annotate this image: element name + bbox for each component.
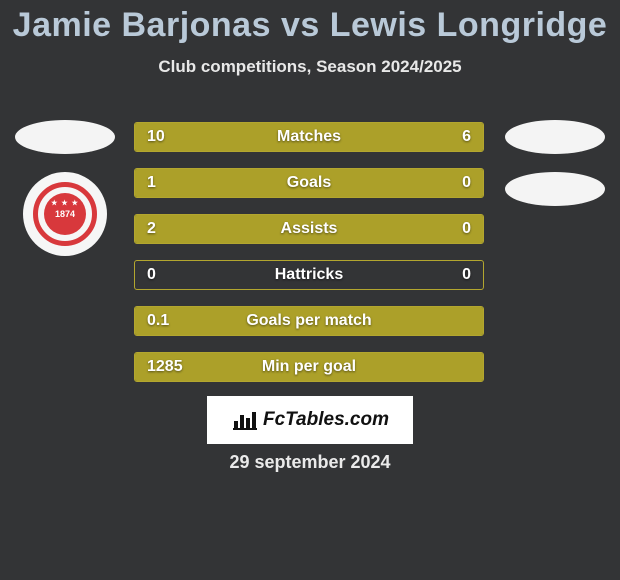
player-photo-placeholder-left xyxy=(15,120,115,154)
right-avatars xyxy=(500,120,610,206)
player-photo-placeholder-right xyxy=(505,120,605,154)
stat-row: 2Assists0 xyxy=(134,214,484,244)
club-crest-placeholder-right xyxy=(505,172,605,206)
stat-right-value: 6 xyxy=(462,128,471,146)
club-crest-left: ★ ★ ★ 1874 xyxy=(23,172,107,256)
stat-right-value: 0 xyxy=(462,174,471,192)
branding-text: FcTables.com xyxy=(263,409,389,431)
crest-ring: ★ ★ ★ 1874 xyxy=(33,182,97,246)
stat-row: 1285Min per goal xyxy=(134,352,484,382)
stat-label: Goals per match xyxy=(135,312,483,330)
subtitle: Club competitions, Season 2024/2025 xyxy=(0,57,620,77)
stat-label: Goals xyxy=(135,174,483,192)
stat-row: 0.1Goals per match xyxy=(134,306,484,336)
page-title: Jamie Barjonas vs Lewis Longridge xyxy=(0,0,620,45)
stats-bars: 10Matches61Goals02Assists00Hattricks00.1… xyxy=(134,122,484,382)
stat-row: 10Matches6 xyxy=(134,122,484,152)
stat-row: 0Hattricks0 xyxy=(134,260,484,290)
crest-year: 1874 xyxy=(55,209,75,219)
stat-row: 1Goals0 xyxy=(134,168,484,198)
branding-bars-icon xyxy=(231,409,259,431)
crest-core: ★ ★ ★ 1874 xyxy=(44,193,86,235)
crest-stars-icon: ★ ★ ★ xyxy=(51,199,79,207)
stat-label: Hattricks xyxy=(135,266,483,284)
branding-badge: FcTables.com xyxy=(207,396,413,444)
stat-right-value: 0 xyxy=(462,266,471,284)
stat-right-value: 0 xyxy=(462,220,471,238)
stat-label: Min per goal xyxy=(135,358,483,376)
left-avatars: ★ ★ ★ 1874 xyxy=(10,120,120,256)
stat-label: Assists xyxy=(135,220,483,238)
date-label: 29 september 2024 xyxy=(0,452,620,473)
stat-label: Matches xyxy=(135,128,483,146)
